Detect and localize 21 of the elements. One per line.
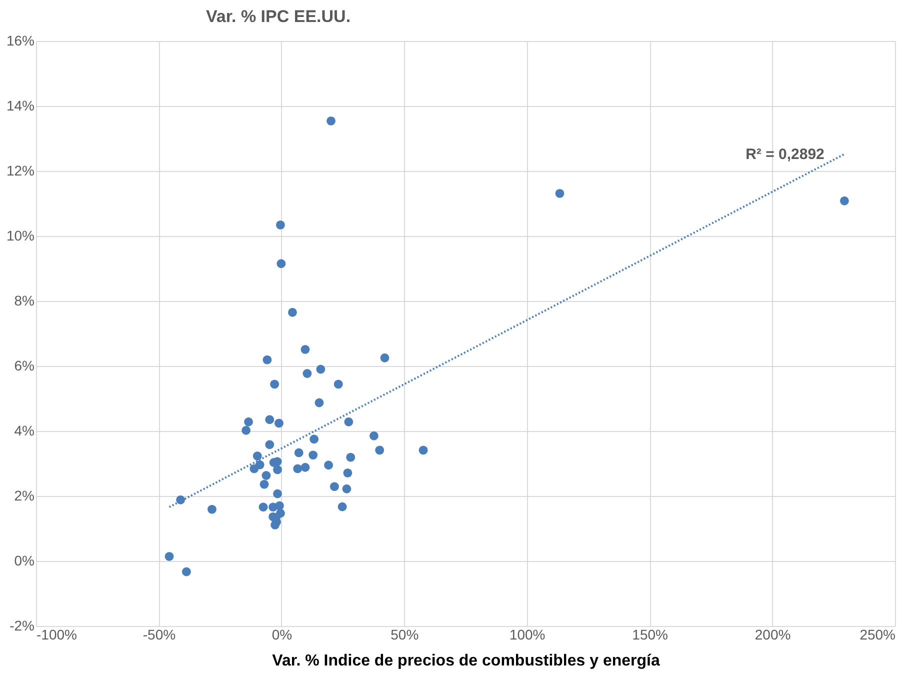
x-tick-label: 100% <box>509 626 546 642</box>
y-tick-label: 0% <box>14 552 34 568</box>
y-tick-label: 16% <box>6 32 34 48</box>
chart-title: Var. % IPC EE.UU. <box>206 7 351 26</box>
x-tick-label: 50% <box>390 626 419 642</box>
x-axis-title: Var. % Indice de precios de combustibles y energía <box>272 652 660 670</box>
y-tick-label: 6% <box>14 358 34 374</box>
y-tick-label: 4% <box>14 422 34 438</box>
x-tick-label: 0% <box>272 626 292 642</box>
y-tick-label: 2% <box>14 488 34 504</box>
x-tick-label: -50% <box>142 626 176 642</box>
y-tick-label: 12% <box>6 162 34 178</box>
y-tick-label: 8% <box>14 292 34 308</box>
x-tick-label: 150% <box>632 626 668 642</box>
x-tick-label: 250% <box>860 626 896 642</box>
y-tick-label: -2% <box>10 618 34 634</box>
y-tick-label: 14% <box>6 98 34 114</box>
x-tick-label: 200% <box>754 626 791 642</box>
annotation: R² = 0,2892 <box>746 146 824 163</box>
y-tick-label: 10% <box>6 228 34 244</box>
x-tick-label: -100% <box>36 626 77 642</box>
